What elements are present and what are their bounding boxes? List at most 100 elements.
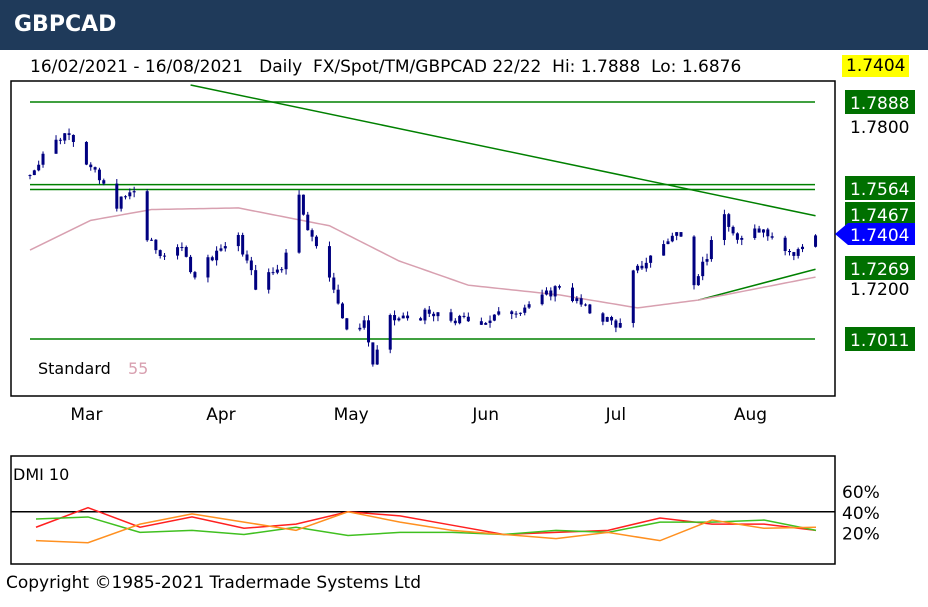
dmi-y-tick: 60% xyxy=(842,483,880,503)
candle-body xyxy=(761,229,765,233)
candle-body xyxy=(644,262,648,269)
candle-body xyxy=(306,214,310,231)
candle-body xyxy=(345,318,349,330)
candle-body xyxy=(510,311,514,315)
candle-body xyxy=(388,315,392,350)
candle-body xyxy=(37,164,41,171)
candle-body xyxy=(792,252,796,256)
candle-body xyxy=(788,251,791,253)
candle-body xyxy=(423,309,427,321)
candle-body xyxy=(709,239,713,260)
candle-body xyxy=(488,320,492,324)
level-label: 1.7564 xyxy=(850,180,909,200)
candle-body xyxy=(549,290,553,297)
copyright: Copyright ©1985-2021 Tradermade Systems … xyxy=(6,573,421,593)
candle-body xyxy=(497,311,501,315)
x-tick-label: Jul xyxy=(605,405,627,425)
candle-body xyxy=(301,194,305,215)
candle-body xyxy=(128,192,132,197)
candle-body xyxy=(770,236,774,238)
candle-body xyxy=(436,312,440,317)
candle-body xyxy=(63,133,67,141)
period: Daily xyxy=(259,57,303,77)
candle-body xyxy=(32,170,36,176)
candle-body xyxy=(801,246,805,250)
candle-body xyxy=(479,321,483,325)
candle-body xyxy=(679,232,683,237)
candle-body xyxy=(367,320,371,343)
candle-body xyxy=(584,304,588,306)
candle-body xyxy=(54,139,58,154)
trendline xyxy=(190,84,816,217)
candle-body xyxy=(314,236,318,247)
trendline xyxy=(698,268,816,301)
candle-body xyxy=(241,234,245,255)
candle-body xyxy=(636,265,640,271)
candle-body xyxy=(427,309,431,314)
candle-body xyxy=(102,180,106,184)
candle-body xyxy=(375,349,379,365)
instrument: FX/Spot/TM/GBPCAD 22/22 xyxy=(312,57,542,77)
candle-body xyxy=(722,214,726,240)
candle-body xyxy=(210,257,214,261)
candle-body xyxy=(280,269,284,271)
candle-body xyxy=(492,314,496,321)
candle-body xyxy=(696,276,700,286)
dmi-y-tick: 20% xyxy=(842,524,880,544)
candle-body xyxy=(523,307,527,313)
candle-body xyxy=(618,322,622,328)
candle-body xyxy=(514,313,518,315)
candle-body xyxy=(640,265,644,269)
level-label: 1.7467 xyxy=(850,206,909,226)
level-label-bg xyxy=(845,256,915,280)
candle-body xyxy=(783,237,787,252)
candle-body xyxy=(484,323,488,325)
candle-body xyxy=(158,250,162,257)
candle-body xyxy=(297,194,301,253)
candle-body xyxy=(249,260,253,271)
candle-body xyxy=(184,247,188,257)
candle-body xyxy=(449,312,453,321)
candle-body xyxy=(544,290,548,295)
y-tick-label: 1.7800 xyxy=(850,118,909,138)
candle-body xyxy=(731,226,735,234)
x-tick-label: Apr xyxy=(206,405,235,425)
candle-body xyxy=(571,287,574,302)
candle-body xyxy=(97,169,101,181)
candle-body xyxy=(753,228,757,238)
candle-body xyxy=(219,248,223,251)
candle-body xyxy=(527,304,531,308)
candle-body xyxy=(119,196,123,209)
candle-body xyxy=(176,247,180,256)
candle-body xyxy=(814,235,818,247)
candle-body xyxy=(245,254,249,261)
candle-body xyxy=(614,320,618,328)
candle-body xyxy=(254,270,258,290)
candle-body xyxy=(666,241,670,245)
candle-body xyxy=(67,133,71,135)
candle-body xyxy=(362,320,366,328)
level-label-bg xyxy=(845,176,915,200)
candle-body xyxy=(553,286,557,297)
moving-average-line xyxy=(29,207,816,309)
candle-body xyxy=(93,167,97,170)
candle-body xyxy=(223,246,227,249)
candle-body xyxy=(123,196,127,198)
candle-body xyxy=(327,246,331,278)
level-label: 1.7404 xyxy=(850,226,909,246)
dmi-series-line xyxy=(35,516,817,537)
candle-body xyxy=(466,316,470,322)
candle-body xyxy=(236,234,240,247)
candle-body xyxy=(662,244,666,256)
date-range: 16/02/2021 - 16/08/2021 xyxy=(30,57,243,77)
chart-info: 16/02/2021 - 16/08/2021 Daily FX/Spot/TM… xyxy=(30,57,741,77)
low: Lo: 1.6876 xyxy=(651,57,742,77)
level-label: 1.7888 xyxy=(850,94,909,114)
candle-body xyxy=(610,317,614,321)
candle-body xyxy=(132,191,136,193)
candle-body xyxy=(180,247,184,249)
candle-body xyxy=(336,289,340,304)
candle-body xyxy=(163,255,167,257)
candle-body xyxy=(206,257,210,278)
candle-body xyxy=(89,164,93,168)
